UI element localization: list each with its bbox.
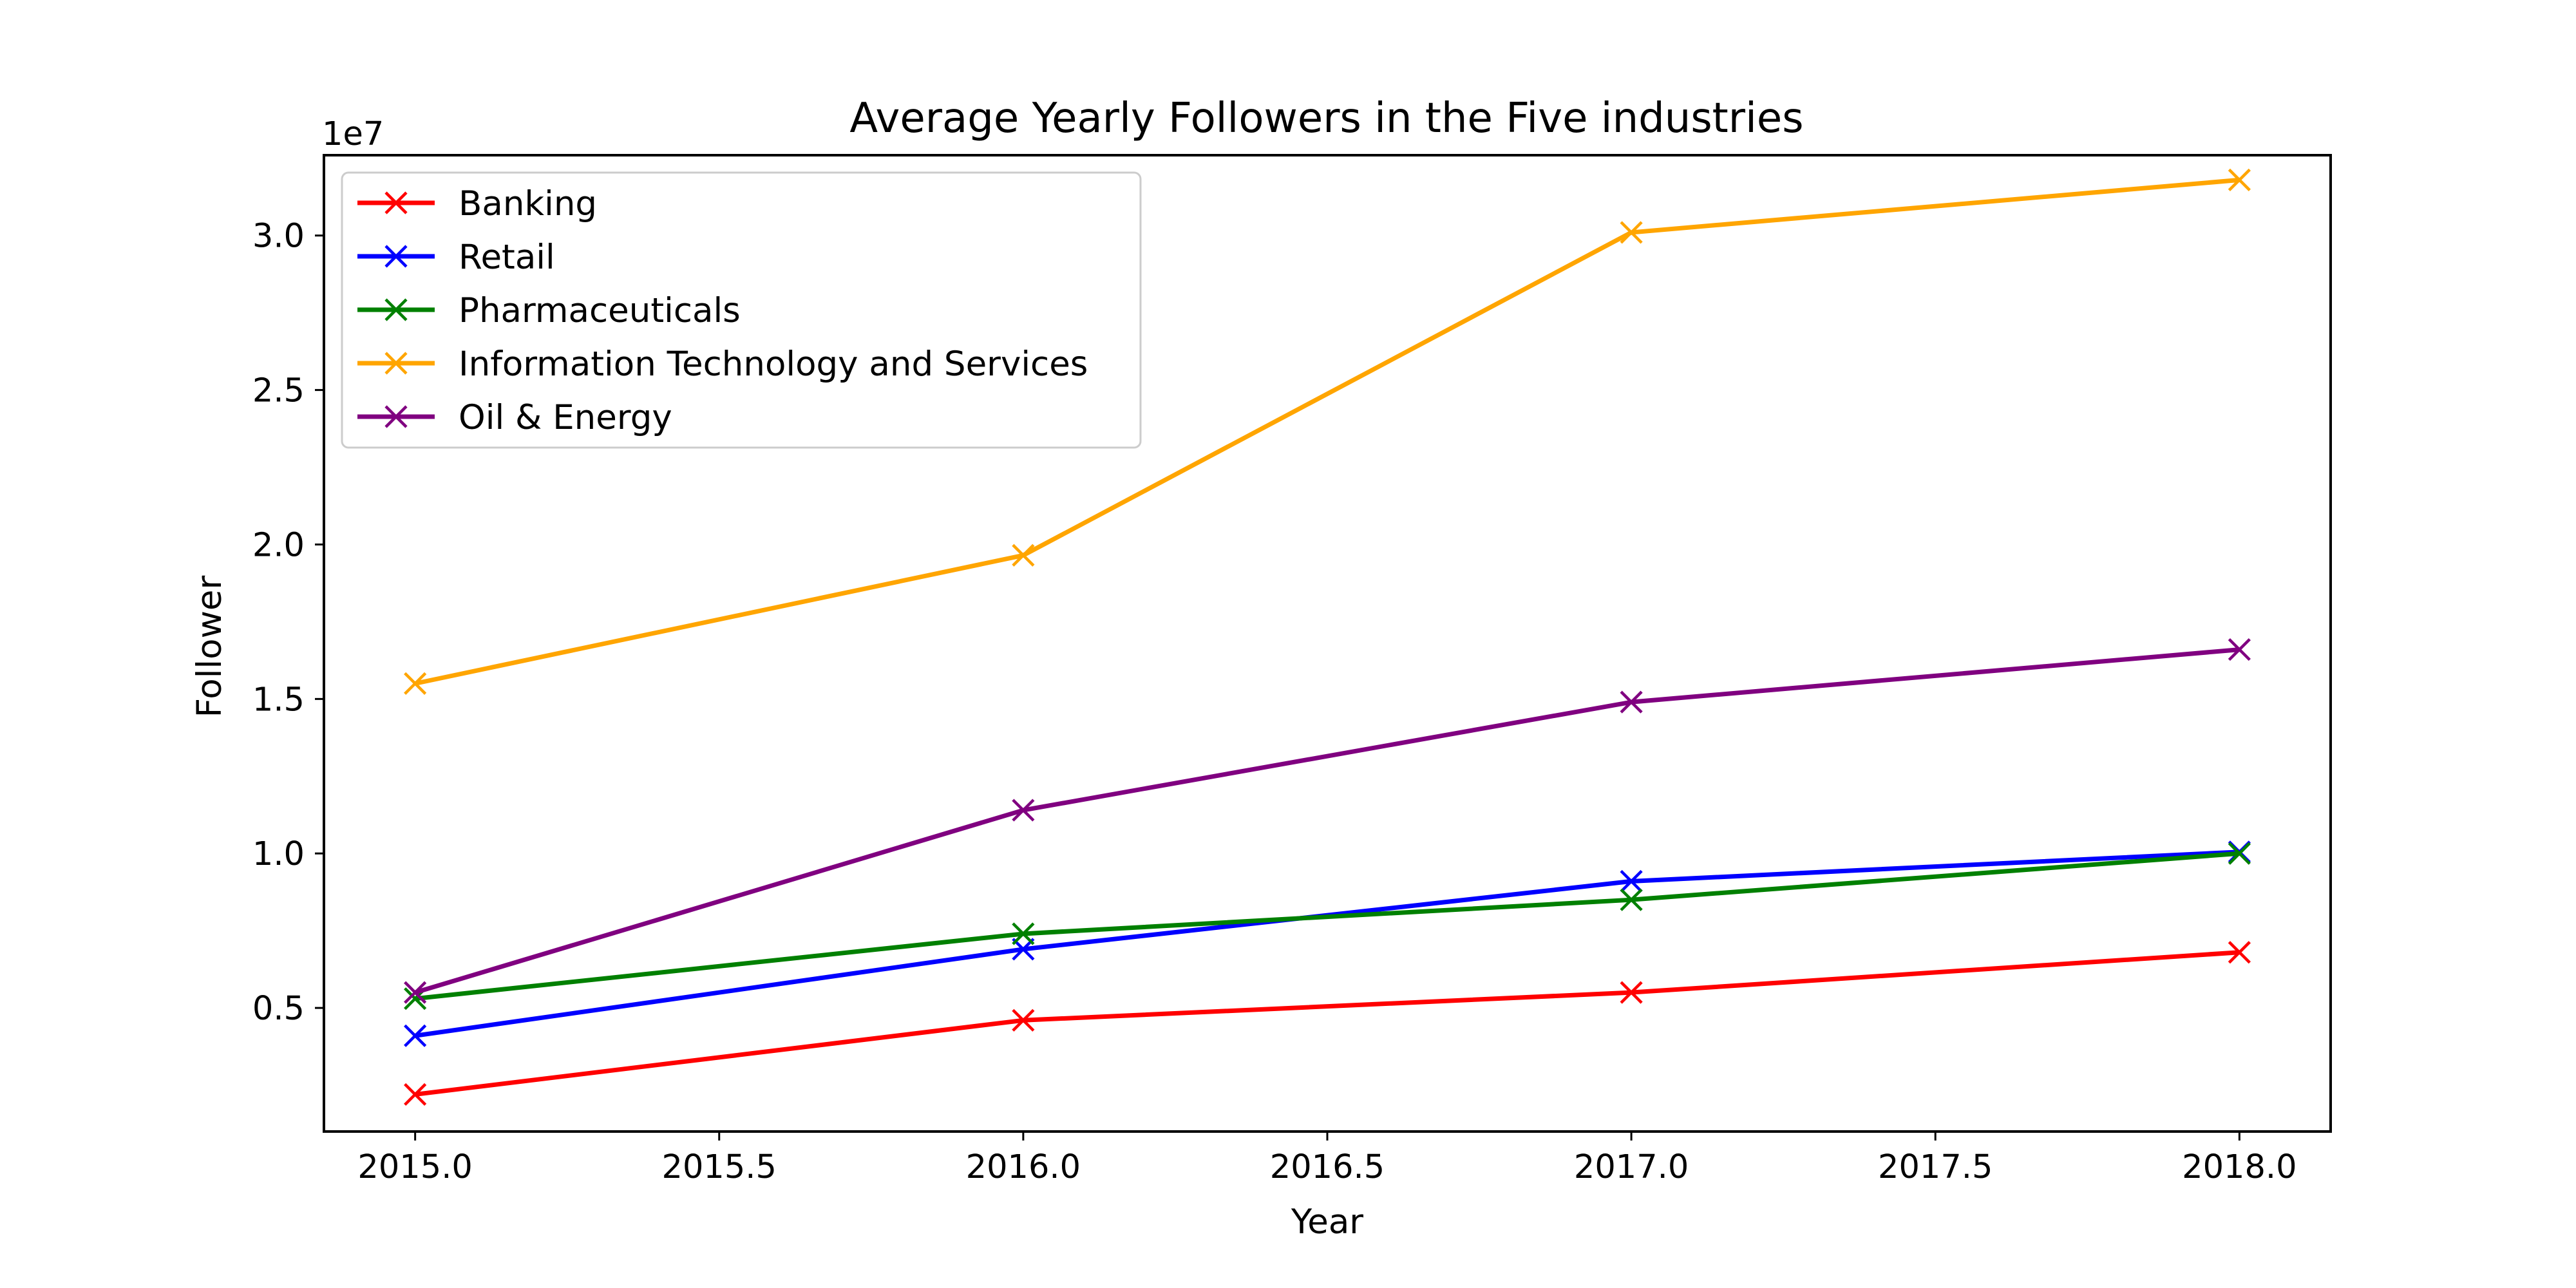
legend-marker bbox=[384, 405, 408, 428]
data-point-marker bbox=[1012, 544, 1035, 567]
chart-title: Average Yearly Followers in the Five ind… bbox=[849, 95, 1803, 142]
data-point-marker bbox=[404, 1083, 427, 1106]
y-tick-label: 2.5 bbox=[252, 372, 305, 410]
x-tick-label: 2016.5 bbox=[1270, 1148, 1385, 1186]
x-tick-label: 2017.5 bbox=[1878, 1148, 1993, 1186]
series-information-technology-and-services bbox=[404, 168, 2251, 695]
data-point-marker bbox=[1012, 799, 1035, 822]
legend-item-banking: Banking bbox=[357, 184, 597, 223]
legend-marker bbox=[384, 191, 408, 214]
legend-item-oil-energy: Oil & Energy bbox=[357, 398, 672, 437]
series-pharmaceuticals bbox=[404, 842, 2251, 1010]
data-point-marker bbox=[404, 981, 427, 1004]
y-tick-label: 1.5 bbox=[252, 681, 305, 719]
legend-item-information-technology-and-services: Information Technology and Services bbox=[357, 345, 1088, 384]
data-point-marker bbox=[2228, 941, 2251, 964]
legend-label: Retail bbox=[459, 238, 555, 277]
data-point-marker bbox=[1620, 869, 1643, 893]
legend-frame bbox=[341, 171, 1142, 449]
data-point-marker bbox=[1620, 690, 1643, 714]
data-point-marker bbox=[1012, 1009, 1035, 1032]
data-point-marker bbox=[1620, 981, 1643, 1004]
legend-label: Pharmaceuticals bbox=[459, 291, 741, 330]
x-tick-label: 2018.0 bbox=[2182, 1148, 2297, 1186]
y-offset-label: 1e7 bbox=[322, 115, 384, 153]
data-point-marker bbox=[1620, 221, 1643, 244]
data-point-marker bbox=[404, 1024, 427, 1047]
data-point-marker bbox=[1012, 922, 1035, 945]
data-point-marker bbox=[2228, 168, 2251, 191]
data-point-marker bbox=[2228, 638, 2251, 661]
y-axis-ticks: 0.5 1.0 1.5 2.0 2.5 3.0 bbox=[252, 218, 324, 1028]
plot-area-frame bbox=[323, 154, 2332, 1133]
legend-marker bbox=[384, 352, 408, 375]
series-layer bbox=[404, 168, 2251, 1106]
series-line bbox=[415, 950, 2240, 1097]
legend-item-pharmaceuticals: Pharmaceuticals bbox=[357, 291, 741, 330]
legend: Banking Retail Pharmaceuticals Information … bbox=[341, 171, 1142, 449]
x-axis-ticks: 2015.0 2015.5 2016.0 2016.5 2017.0 2017.5 2018… bbox=[357, 1132, 2297, 1186]
data-point-marker bbox=[404, 672, 427, 695]
series-line bbox=[414, 177, 2240, 686]
legend-label: Oil & Energy bbox=[459, 398, 672, 437]
x-tick-label: 2017.0 bbox=[1574, 1148, 1689, 1186]
legend-marker bbox=[384, 298, 408, 321]
series-oil-energy bbox=[404, 638, 2251, 1004]
x-axis-label: Year bbox=[1291, 1202, 1363, 1242]
legend-marker bbox=[384, 245, 408, 268]
data-point-marker bbox=[1620, 888, 1643, 911]
legend-item-retail: Retail bbox=[357, 238, 555, 277]
x-tick-label: 2015.5 bbox=[662, 1148, 777, 1186]
data-point-marker bbox=[2228, 842, 2251, 865]
x-tick-label: 2016.0 bbox=[966, 1148, 1081, 1186]
series-line bbox=[415, 851, 2240, 1001]
legend-label: Information Technology and Services bbox=[459, 345, 1088, 384]
y-axis-label: Follower bbox=[190, 575, 229, 717]
x-tick-label: 2015.0 bbox=[357, 1148, 472, 1186]
y-tick-label: 2.0 bbox=[252, 526, 305, 564]
y-tick-label: 1.0 bbox=[252, 835, 305, 873]
y-tick-label: 3.0 bbox=[252, 218, 305, 256]
y-tick-label: 0.5 bbox=[252, 990, 305, 1028]
series-line bbox=[414, 647, 2240, 995]
series-banking bbox=[404, 941, 2251, 1106]
legend-label: Banking bbox=[459, 184, 597, 223]
